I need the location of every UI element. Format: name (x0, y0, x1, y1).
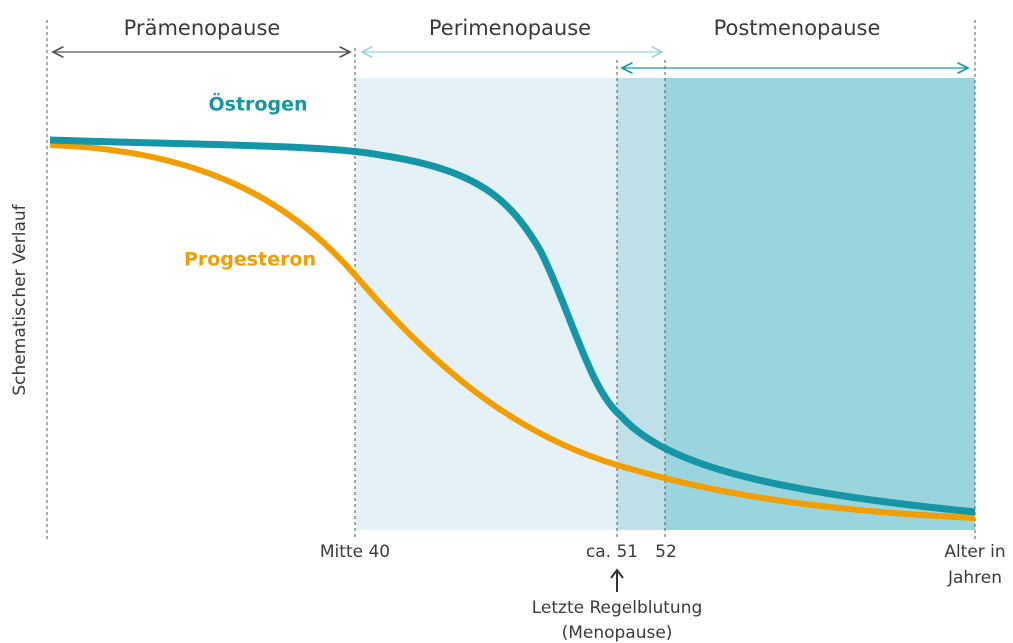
curve-label: Progesteron (184, 249, 316, 271)
x-label: Mitte 40 (320, 542, 390, 562)
oestrogen-curve (49, 136, 976, 516)
x-axis-label: Jahren (947, 568, 1002, 588)
pointer-arrow (610, 568, 624, 592)
phase-label: Postmenopause (714, 16, 881, 40)
annotation: Letzte Regelblutung (532, 598, 703, 618)
transition-region (617, 78, 665, 530)
phase-label: Prämenopause (124, 16, 281, 40)
dividers (46, 20, 976, 540)
x-axis-label: Alter in (944, 542, 1005, 562)
annotation: (Menopause) (562, 623, 673, 643)
perimenopause-region (355, 78, 617, 530)
curve-label: Östrogen (209, 92, 308, 116)
postmenopause-region (665, 78, 975, 530)
progesteron-curve (49, 142, 976, 521)
phase-label: Perimenopause (429, 16, 591, 40)
y-axis-label: Schematischer Verlauf (10, 203, 30, 395)
x-label: ca. 51 (586, 542, 638, 562)
x-label: 52 (655, 542, 677, 562)
